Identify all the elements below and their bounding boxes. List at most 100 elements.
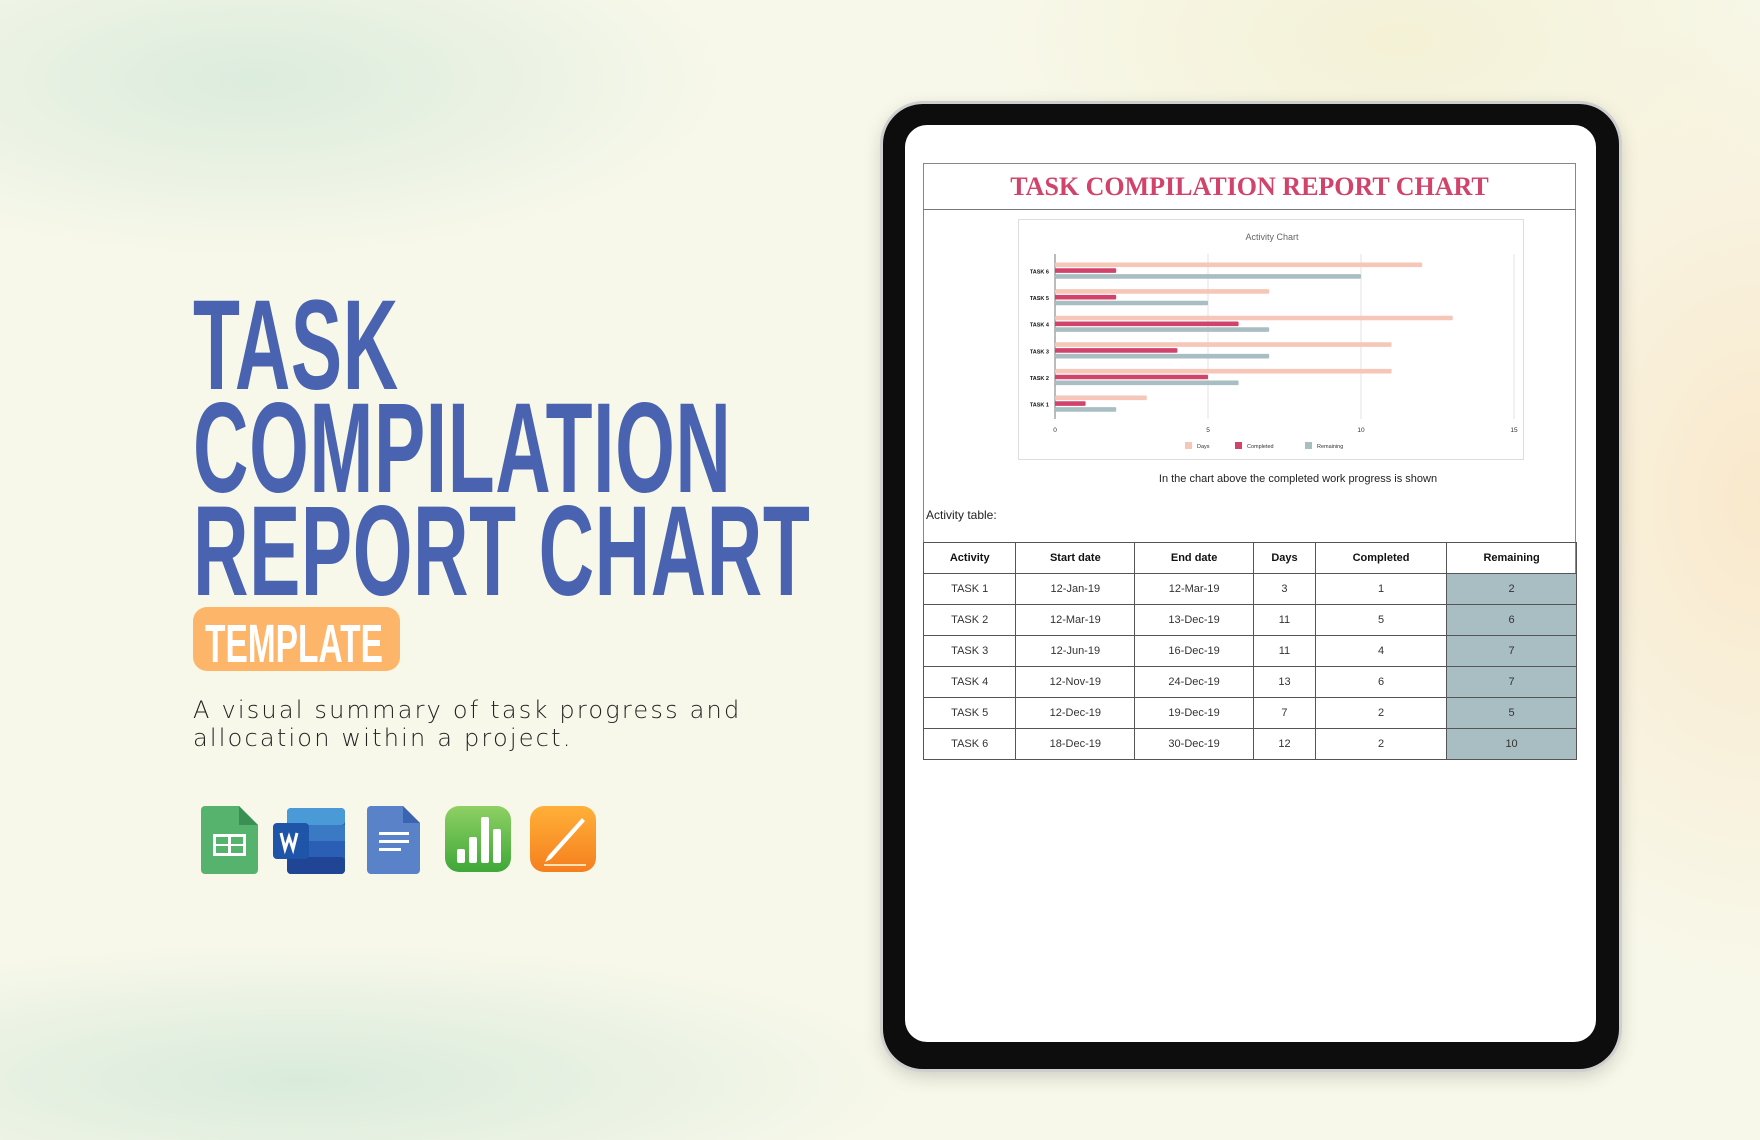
legend-label: Days [1197, 444, 1210, 450]
apple-numbers-icon[interactable] [445, 806, 511, 872]
table-cell: 18-Dec-19 [1015, 728, 1136, 760]
table-label: Activity table: [926, 508, 997, 522]
table-cell: 12-Jan-19 [1015, 573, 1136, 605]
column-header: Completed [1314, 542, 1448, 574]
table-cell: TASK 4 [922, 666, 1017, 698]
category-label: TASK 4 [1030, 323, 1050, 329]
table-cell: 7 [1446, 666, 1577, 698]
document-title: TASK COMPILATION REPORT CHART [923, 163, 1576, 210]
table-cell: 13 [1253, 666, 1316, 698]
bar-remaining [1055, 407, 1117, 412]
column-header: Start date [1015, 542, 1136, 574]
google-docs-icon[interactable] [367, 806, 420, 874]
table-cell: 12-Mar-19 [1015, 604, 1136, 636]
table-cell: 30-Dec-19 [1134, 728, 1254, 760]
x-tick-label: 5 [1206, 427, 1210, 434]
category-label: TASK 3 [1030, 349, 1049, 355]
table-cell: 5 [1314, 604, 1448, 636]
bar-remaining [1055, 380, 1239, 386]
table-row: TASK 5 12-Dec-19 19-Dec-19 7 2 5 [922, 697, 1577, 729]
table-row: TASK 1 12-Jan-19 12-Mar-19 3 1 2 [922, 573, 1577, 605]
table-cell: 12-Mar-19 [1134, 573, 1254, 605]
table-cell: 11 [1253, 604, 1316, 636]
x-tick-label: 15 [1510, 427, 1518, 434]
bar-remaining [1055, 274, 1361, 279]
bar-completed [1055, 268, 1117, 273]
table-cell: 1 [1314, 573, 1448, 605]
table-cell: 12 [1253, 728, 1316, 760]
chart-svg: Activity Chart 0 5 10 15 TASK 6 TASK 5 TASK 4 TA… [1030, 232, 1518, 450]
google-sheets-icon[interactable] [201, 806, 258, 874]
activity-table: Activity Start date End date Days Completed R… [922, 542, 1577, 760]
table-row: TASK 4 12-Nov-19 24-Dec-19 13 6 7 [922, 666, 1577, 698]
table-cell: 6 [1446, 604, 1577, 636]
table-cell: 7 [1446, 635, 1577, 667]
bar-days [1055, 262, 1423, 268]
table-cell: 12-Jun-19 [1015, 635, 1136, 667]
table-cell: 10 [1446, 728, 1577, 760]
bar-completed [1055, 401, 1086, 406]
template-badge: TEMPLATE [193, 607, 400, 674]
legend-label: Remaining [1317, 444, 1343, 450]
bar-days [1055, 395, 1147, 401]
chart-caption: In the chart above the completed work pr… [1158, 473, 1438, 485]
x-tick-label: 0 [1053, 427, 1057, 434]
hero-title-line-1: TASK [193, 274, 399, 417]
table-cell: 12-Nov-19 [1015, 666, 1136, 698]
legend-swatch [1185, 442, 1192, 449]
microsoft-word-icon[interactable] [273, 806, 345, 874]
badge-label: TEMPLATE [205, 614, 383, 674]
legend-swatch [1305, 442, 1312, 449]
bar-completed [1055, 348, 1178, 353]
bar-days [1055, 315, 1453, 321]
table-cell: 2 [1314, 697, 1448, 729]
bar-days [1055, 368, 1392, 374]
bar-days [1055, 289, 1270, 294]
table-cell: 24-Dec-19 [1134, 666, 1254, 698]
table-cell: TASK 5 [922, 697, 1017, 729]
table-row: TASK 2 12-Mar-19 13-Dec-19 11 5 6 [922, 604, 1577, 636]
table-row: TASK 6 18-Dec-19 30-Dec-19 12 2 10 [922, 728, 1577, 760]
document-page [923, 163, 1576, 758]
bar-remaining [1055, 353, 1270, 359]
bar-completed [1055, 374, 1208, 380]
chart-title: Activity Chart [1245, 232, 1299, 242]
table-cell: TASK 2 [922, 604, 1017, 636]
table-cell: TASK 3 [922, 635, 1017, 667]
table-cell: 6 [1314, 666, 1448, 698]
hero-subtitle: A visual summary of task progress and al… [193, 696, 742, 752]
hero-title-line-2: COMPILATION [193, 377, 732, 520]
bar-completed [1055, 294, 1117, 300]
bar-remaining [1055, 327, 1270, 332]
bar-completed [1055, 321, 1239, 327]
table-cell: 5 [1446, 697, 1577, 729]
bar-remaining [1055, 300, 1208, 306]
column-header: Activity [922, 542, 1017, 574]
table-cell: 11 [1253, 635, 1316, 667]
table-cell: 3 [1253, 573, 1316, 605]
table-cell: 2 [1314, 728, 1448, 760]
table-cell: 2 [1446, 573, 1577, 605]
column-header: Days [1253, 542, 1316, 574]
table-cell: TASK 6 [922, 728, 1017, 760]
table-cell: TASK 1 [922, 573, 1017, 605]
bar-days [1055, 342, 1392, 347]
category-label: TASK 1 [1030, 403, 1049, 409]
table-row: TASK 3 12-Jun-19 16-Dec-19 11 4 7 [922, 635, 1577, 667]
table-cell: 12-Dec-19 [1015, 697, 1136, 729]
table-cell: 19-Dec-19 [1134, 697, 1254, 729]
category-label: TASK 2 [1030, 376, 1049, 382]
column-header: End date [1134, 542, 1254, 574]
apple-pages-icon[interactable] [530, 806, 596, 872]
category-label: TASK 6 [1030, 270, 1049, 276]
table-cell: 7 [1253, 697, 1316, 729]
table-cell: 16-Dec-19 [1134, 635, 1254, 667]
activity-chart: Activity Chart 0 5 10 15 TASK 6 TASK 5 TASK 4 TA… [1018, 219, 1524, 460]
hero-title-line-3: REPORT CHART [193, 480, 811, 623]
column-header: Remaining [1446, 542, 1577, 574]
x-tick-label: 10 [1357, 427, 1365, 434]
category-label: TASK 5 [1030, 296, 1049, 302]
table-cell: 13-Dec-19 [1134, 604, 1254, 636]
table-cell: 4 [1314, 635, 1448, 667]
legend-swatch [1235, 442, 1242, 449]
